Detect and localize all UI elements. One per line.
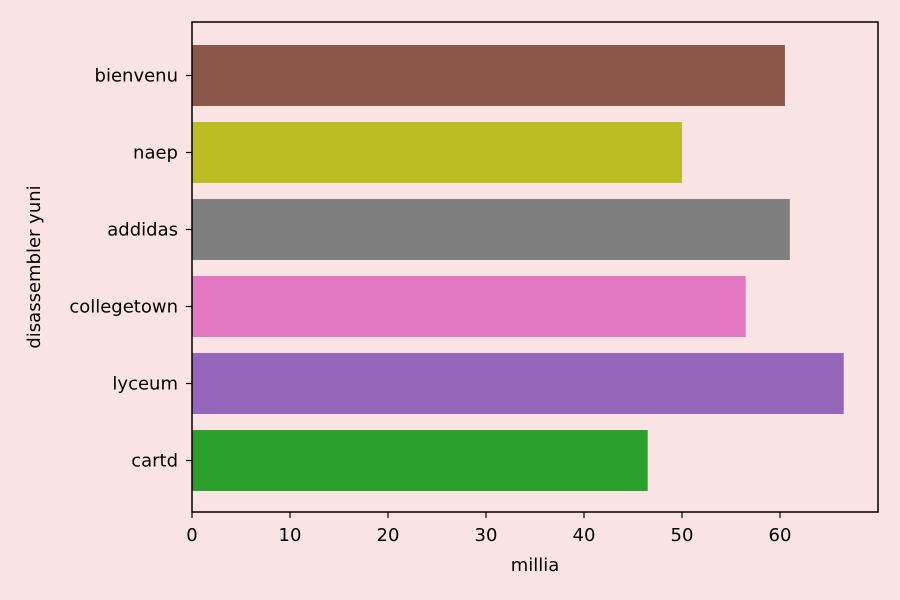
x-tick-label: 0 (186, 525, 197, 546)
bar-addidas (192, 199, 790, 260)
y-tick-label: lyceum (112, 374, 178, 395)
y-axis-ticks: bienvenu naep addidas collegetown lyceum cart… (69, 66, 192, 472)
x-tick-label: 30 (475, 525, 498, 546)
y-tick-label: collegetown (69, 297, 178, 318)
x-axis-ticks: 0 10 20 30 40 50 60 (186, 512, 791, 546)
bar-lyceum (192, 353, 844, 414)
bar-naep (192, 122, 682, 183)
bar-collegetown (192, 276, 746, 337)
y-axis-label: disassembler yuni (24, 185, 45, 348)
y-tick-label: addidas (107, 220, 178, 241)
x-tick-label: 60 (769, 525, 792, 546)
x-tick-label: 10 (279, 525, 302, 546)
y-tick-label: naep (133, 143, 178, 164)
bars-layer (192, 45, 844, 491)
x-tick-label: 40 (573, 525, 596, 546)
y-tick-label: cartd (131, 451, 178, 472)
x-axis-label: millia (511, 555, 560, 576)
bar-cartd (192, 430, 648, 491)
plot-frame (191, 21, 879, 513)
x-tick-label: 20 (377, 525, 400, 546)
bar-bienvenu (192, 45, 785, 106)
x-tick-label: 50 (671, 525, 694, 546)
y-tick-label: bienvenu (95, 66, 178, 87)
